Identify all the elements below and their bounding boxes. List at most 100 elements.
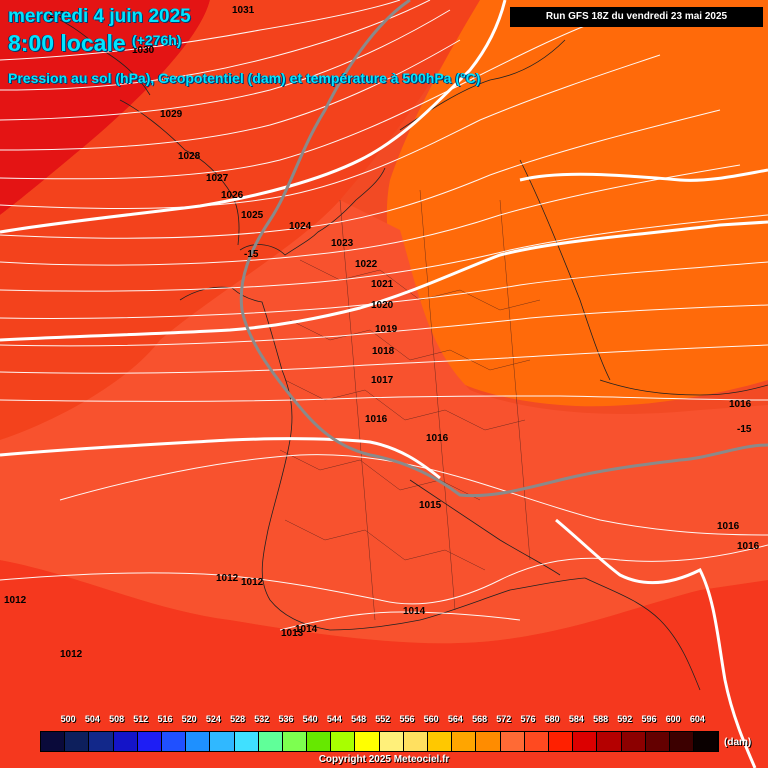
pressure-label: 1030 [132,45,155,56]
pressure-label: 1015 [419,500,442,511]
pressure-label: 1014 [295,624,318,635]
legend-value: 552 [375,714,391,724]
geopotential-zone-576 [0,0,480,440]
legend-value: 572 [496,714,512,724]
pressure-label: 1031 [48,10,71,21]
color-legend [40,731,720,752]
pressure-label: 1021 [371,279,394,290]
legend-swatch [41,732,66,751]
legend-swatch [307,732,332,751]
legend-value: 516 [157,714,173,724]
temperature-label: -15 [244,249,259,260]
legend-value: 592 [617,714,633,724]
pressure-label: 1016 [737,541,760,552]
pressure-label: 1016 [729,399,752,410]
forecast-time-text: 8:00 locale [8,30,126,56]
legend-swatch [403,732,428,751]
legend-swatch [161,732,187,751]
legend-value: 528 [230,714,246,724]
temperature-label: -15 [737,424,752,435]
legend-swatch [573,732,598,751]
legend-swatch [428,732,453,751]
legend-value: 504 [84,714,100,724]
legend-swatch [548,732,574,751]
pressure-label: 1031 [232,5,255,16]
legend-value: 560 [423,714,439,724]
pressure-label: 1025 [241,210,264,221]
legend-value: 540 [302,714,318,724]
forecast-offset: (+276h) [132,32,182,48]
geopotential-zone-580 [0,0,210,215]
pressure-label: 1024 [289,221,312,232]
geopotential-zone-south [0,560,768,768]
legend-swatch [355,732,380,751]
pressure-label: 1013 [281,628,304,639]
legend-value: 500 [60,714,76,724]
pressure-label: 1012 [4,595,27,606]
legend-labels: 500 504 508 512 516 520 524 528 532 536 540 544 548 5… [40,714,720,728]
legend-swatch [113,732,138,751]
legend-value: 524 [205,714,221,724]
pressure-label-group: 1031 1031 1030 1029 1028 1027 1026 1025 … [4,5,760,660]
pressure-label: 1018 [372,346,395,357]
legend-swatch [669,732,695,751]
legend-swatch [500,732,525,751]
forecast-time: 8:00 locale (+276h) [8,30,181,57]
pressure-label: 1020 [371,300,394,311]
pressure-label: 1012 [241,577,264,588]
pressure-label: 1016 [426,433,449,444]
pressure-label: 1014 [403,606,426,617]
legend-swatch [137,732,162,751]
legend-value: 568 [472,714,488,724]
pressure-label: 1022 [355,259,378,270]
pressure-label: 1019 [375,324,398,335]
legend-swatch [597,732,622,751]
pressure-label: 1016 [365,414,388,425]
pressure-label: 1012 [60,649,83,660]
legend-value: 604 [689,714,705,724]
legend-value: 580 [544,714,560,724]
legend-swatch [331,732,356,751]
legend-value: 584 [568,714,584,724]
run-info-box: Run GFS 18Z du vendredi 23 mai 2025 [510,7,763,27]
legend-swatch [621,732,646,751]
legend-value: 532 [254,714,270,724]
legend-swatch [186,732,211,751]
legend-value: 512 [133,714,149,724]
legend-swatch [452,732,477,751]
pressure-label: 1012 [216,573,239,584]
legend-swatch [524,732,549,751]
pressure-label: 1017 [371,375,394,386]
legend-value: 564 [447,714,463,724]
geopotential-zone-center [0,200,768,644]
copyright: Copyright 2025 Meteociel.fr [318,754,450,765]
pressure-label: 1026 [221,190,244,201]
legend-value: 576 [520,714,536,724]
legend-unit: (dam) [724,737,752,748]
legend-value: 596 [641,714,657,724]
legend-swatch [210,732,235,751]
geopotential-zone-568 [386,0,768,407]
legend-swatch [65,732,90,751]
pressure-label: 1028 [178,151,201,162]
legend-value: 600 [665,714,681,724]
legend-value: 508 [109,714,125,724]
legend-swatch [258,732,283,751]
pressure-label: 1029 [160,109,183,120]
legend-swatch [694,732,719,751]
legend-swatch [89,732,114,751]
legend-value: 520 [181,714,197,724]
legend-value: 588 [593,714,609,724]
coastlines [59,19,768,691]
map-subtitle: Pression au sol (hPa), Geopotentiel (dam… [8,70,481,86]
pressure-label: 1027 [206,173,229,184]
pressure-label: 1016 [717,521,740,532]
legend-value: 556 [399,714,415,724]
forecast-date: mercredi 4 juin 2025 [8,6,191,27]
legend-value: 548 [351,714,367,724]
legend-swatch [282,732,308,751]
isobars [0,0,768,631]
legend-swatch [476,732,501,751]
